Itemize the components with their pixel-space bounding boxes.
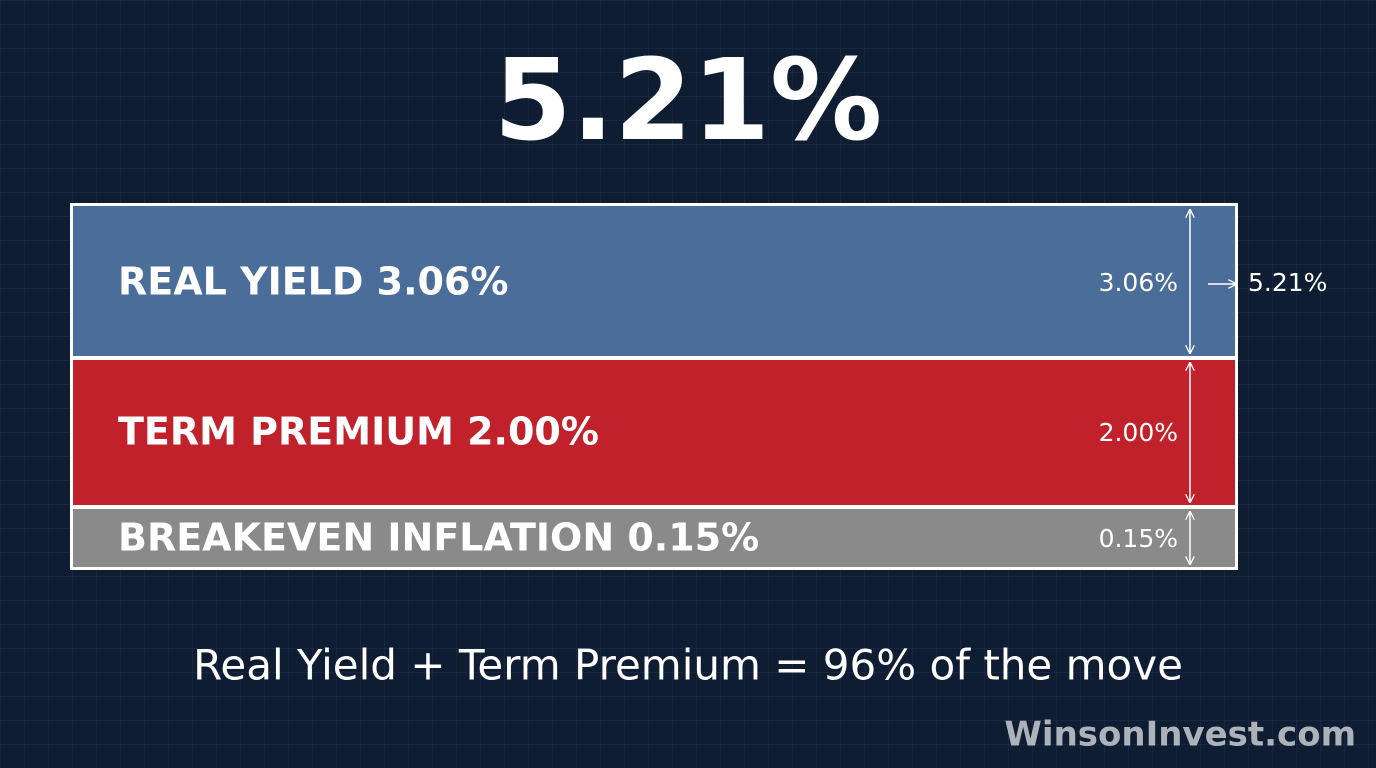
segment-value: 3.06% [1099, 268, 1178, 297]
segment-term-premium [73, 360, 1235, 505]
segment-real-yield [73, 206, 1235, 356]
watermark: WinsonInvest.com [1004, 715, 1356, 755]
total-label: 5.21% [1248, 268, 1327, 297]
footer-note: Real Yield + Term Premium = 96% of the m… [193, 641, 1183, 690]
segment-label: BREAKEVEN INFLATION 0.15% [118, 516, 759, 560]
headline-total: 5.21% [494, 36, 883, 166]
segment-breakeven [73, 509, 1235, 567]
segment-value: 0.15% [1099, 524, 1178, 553]
segment-label: TERM PREMIUM 2.00% [118, 410, 599, 454]
segment-value: 2.00% [1099, 418, 1178, 447]
segment-label: REAL YIELD 3.06% [118, 260, 509, 304]
